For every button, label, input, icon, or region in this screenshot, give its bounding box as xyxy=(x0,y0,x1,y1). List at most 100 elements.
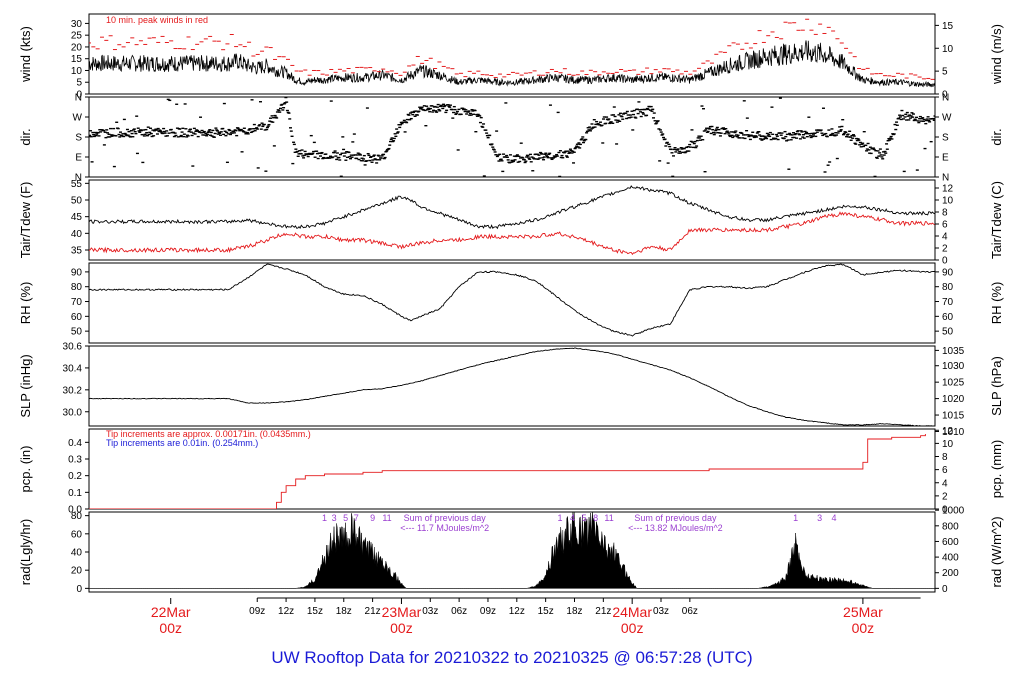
annotation-peak-winds: 10 min. peak winds in red xyxy=(106,15,208,25)
rad-hour-mark: 9 xyxy=(370,513,375,523)
ytick-right-label: 1030 xyxy=(942,361,965,372)
ytick-left-label: 10 xyxy=(71,66,83,77)
ytick-left-label: 0.3 xyxy=(68,455,82,466)
ytick-right-label: 50 xyxy=(942,327,954,338)
series-group xyxy=(89,263,935,337)
day-label: 23Mar xyxy=(382,604,422,620)
ytick-right-label: 10 xyxy=(942,196,954,207)
rad-hour-mark: 11 xyxy=(604,513,613,523)
series-tdew xyxy=(89,211,935,256)
ytick-left-label: 0 xyxy=(76,90,82,101)
ytick-right-label: 1015 xyxy=(942,411,965,422)
ytick-right-label: 2 xyxy=(942,244,948,255)
rad-hour-mark: 3 xyxy=(817,513,822,523)
rad-hour-mark: 3 xyxy=(332,513,337,523)
panel-frame xyxy=(88,13,936,95)
chart-footer-title: UW Rooftop Data for 20210322 to 20210325… xyxy=(271,648,753,667)
xtick-label: 12z xyxy=(509,606,525,617)
ylabel-right: pcp. (mm) xyxy=(989,440,1004,499)
rad-hour-mark: 4 xyxy=(570,513,575,523)
ytick-right-label: 80 xyxy=(942,282,954,293)
rad-hour-mark: 11 xyxy=(382,513,391,523)
panel-pcp: pcp. (in) pcp. (mm) 0.0 0.1 0.2 0.3 0.4 0 2 4 6 8 10… xyxy=(18,426,1004,516)
ytick-right-label: 12 xyxy=(942,184,954,195)
ytick-left-label: 70 xyxy=(71,297,83,308)
ytick-right-label: 0 xyxy=(942,90,948,101)
ytick-left-label: 30.6 xyxy=(63,342,83,353)
ylabel-left: SLP (inHg) xyxy=(18,354,33,417)
rad-hour-mark: 7 xyxy=(354,513,359,523)
ytick-right-label: 8 xyxy=(942,452,948,463)
rad-sum-label: Sum of previous day xyxy=(634,513,717,523)
ytick-left-label: 0 xyxy=(76,584,82,595)
ytick-left-label: 30 xyxy=(71,19,83,30)
ylabel-right: wind (m/s) xyxy=(989,24,1004,85)
rad-hour-mark: 1 xyxy=(322,513,327,523)
panel-wind: wind (kts) wind (m/s)05101520253005101510… xyxy=(18,13,1004,101)
ylabel-right: Tair/Tdew (C) xyxy=(989,181,1004,259)
annotation-tip-increment: Tip increments are 0.01in. (0.254mm.) xyxy=(106,438,258,448)
day-label-time: 00z xyxy=(390,620,413,636)
xtick-label: 06z xyxy=(451,606,467,617)
ytick-left-label: 30.0 xyxy=(63,407,83,418)
ytick-right-label: 0 xyxy=(942,256,948,267)
xtick-label: 21z xyxy=(365,606,381,617)
ytick-right-label: 1000 xyxy=(942,506,965,517)
day-label-time: 00z xyxy=(852,620,875,636)
panel-frame xyxy=(88,262,936,344)
xtick-label: 03z xyxy=(653,606,669,617)
ytick-left-label: 0.4 xyxy=(68,438,82,449)
ytick-right-label: E xyxy=(942,153,949,164)
ytick-left-label: 55 xyxy=(71,179,83,190)
xtick-label: 18z xyxy=(336,606,352,617)
x-axis: 09z 12z 15z 18z 21z 03z 06z 09z 12z 15z 18z 21z 03z 0… xyxy=(151,597,921,636)
panel-slp: SLP (inHg) SLP (hPa)30.030.230.430.610101… xyxy=(18,342,1004,438)
ylabel-left: wind (kts) xyxy=(18,26,33,83)
xtick-label: 12z xyxy=(278,606,294,617)
xtick-label: 21z xyxy=(595,606,611,617)
ylabel-left: dir. xyxy=(18,128,33,145)
ytick-right-label: 4 xyxy=(942,478,948,489)
day-label-time: 00z xyxy=(159,620,182,636)
ytick-left-label: W xyxy=(73,113,83,124)
rad-sum-label: <--- 11.7 MJoules/m^2 xyxy=(400,523,489,533)
rad-hour-mark: 5 xyxy=(582,513,587,523)
series-radiation xyxy=(89,512,935,589)
ytick-right-label: 1025 xyxy=(942,378,965,389)
xtick-label: 18z xyxy=(566,606,582,617)
ytick-right-label: S xyxy=(942,133,949,144)
series-group xyxy=(89,185,935,256)
ytick-left-label: 0.0 xyxy=(68,505,82,516)
ytick-left-label: 20 xyxy=(71,566,83,577)
ytick-left-label: N xyxy=(75,93,82,104)
ytick-left-label: 80 xyxy=(71,511,83,522)
series-group xyxy=(89,347,935,426)
ytick-left-label: 0.2 xyxy=(68,471,82,482)
ytick-left-label: 20 xyxy=(71,42,83,53)
ylabel-left: Tair/Tdew (F) xyxy=(18,182,33,259)
series-group xyxy=(89,97,935,177)
series-tair xyxy=(89,185,935,230)
ytick-left-label: 30.2 xyxy=(63,385,83,396)
series-pcp xyxy=(89,434,926,509)
ytick-left-label: 50 xyxy=(71,327,83,338)
ytick-left-label: 35 xyxy=(71,246,83,257)
ytick-right-label: 4 xyxy=(942,232,948,243)
ytick-right-label: 1010 xyxy=(942,427,965,438)
day-label: 24Mar xyxy=(612,604,652,620)
ytick-right-label: N xyxy=(942,173,949,184)
ytick-right-label: 12 xyxy=(942,426,954,437)
day-label: 25Mar xyxy=(843,604,883,620)
ytick-right-label: N xyxy=(942,93,949,104)
rad-hour-mark: 5 xyxy=(343,513,348,523)
ytick-left-label: 50 xyxy=(71,196,83,207)
ytick-right-label: 10 xyxy=(942,439,954,450)
series-rh xyxy=(89,263,935,337)
ytick-right-label: 200 xyxy=(942,568,959,579)
ylabel-right: RH (%) xyxy=(989,282,1004,325)
rad-hour-mark: 4 xyxy=(832,513,837,523)
rad-hour-mark: 8 xyxy=(593,513,598,523)
series-wind-speed xyxy=(89,40,935,88)
